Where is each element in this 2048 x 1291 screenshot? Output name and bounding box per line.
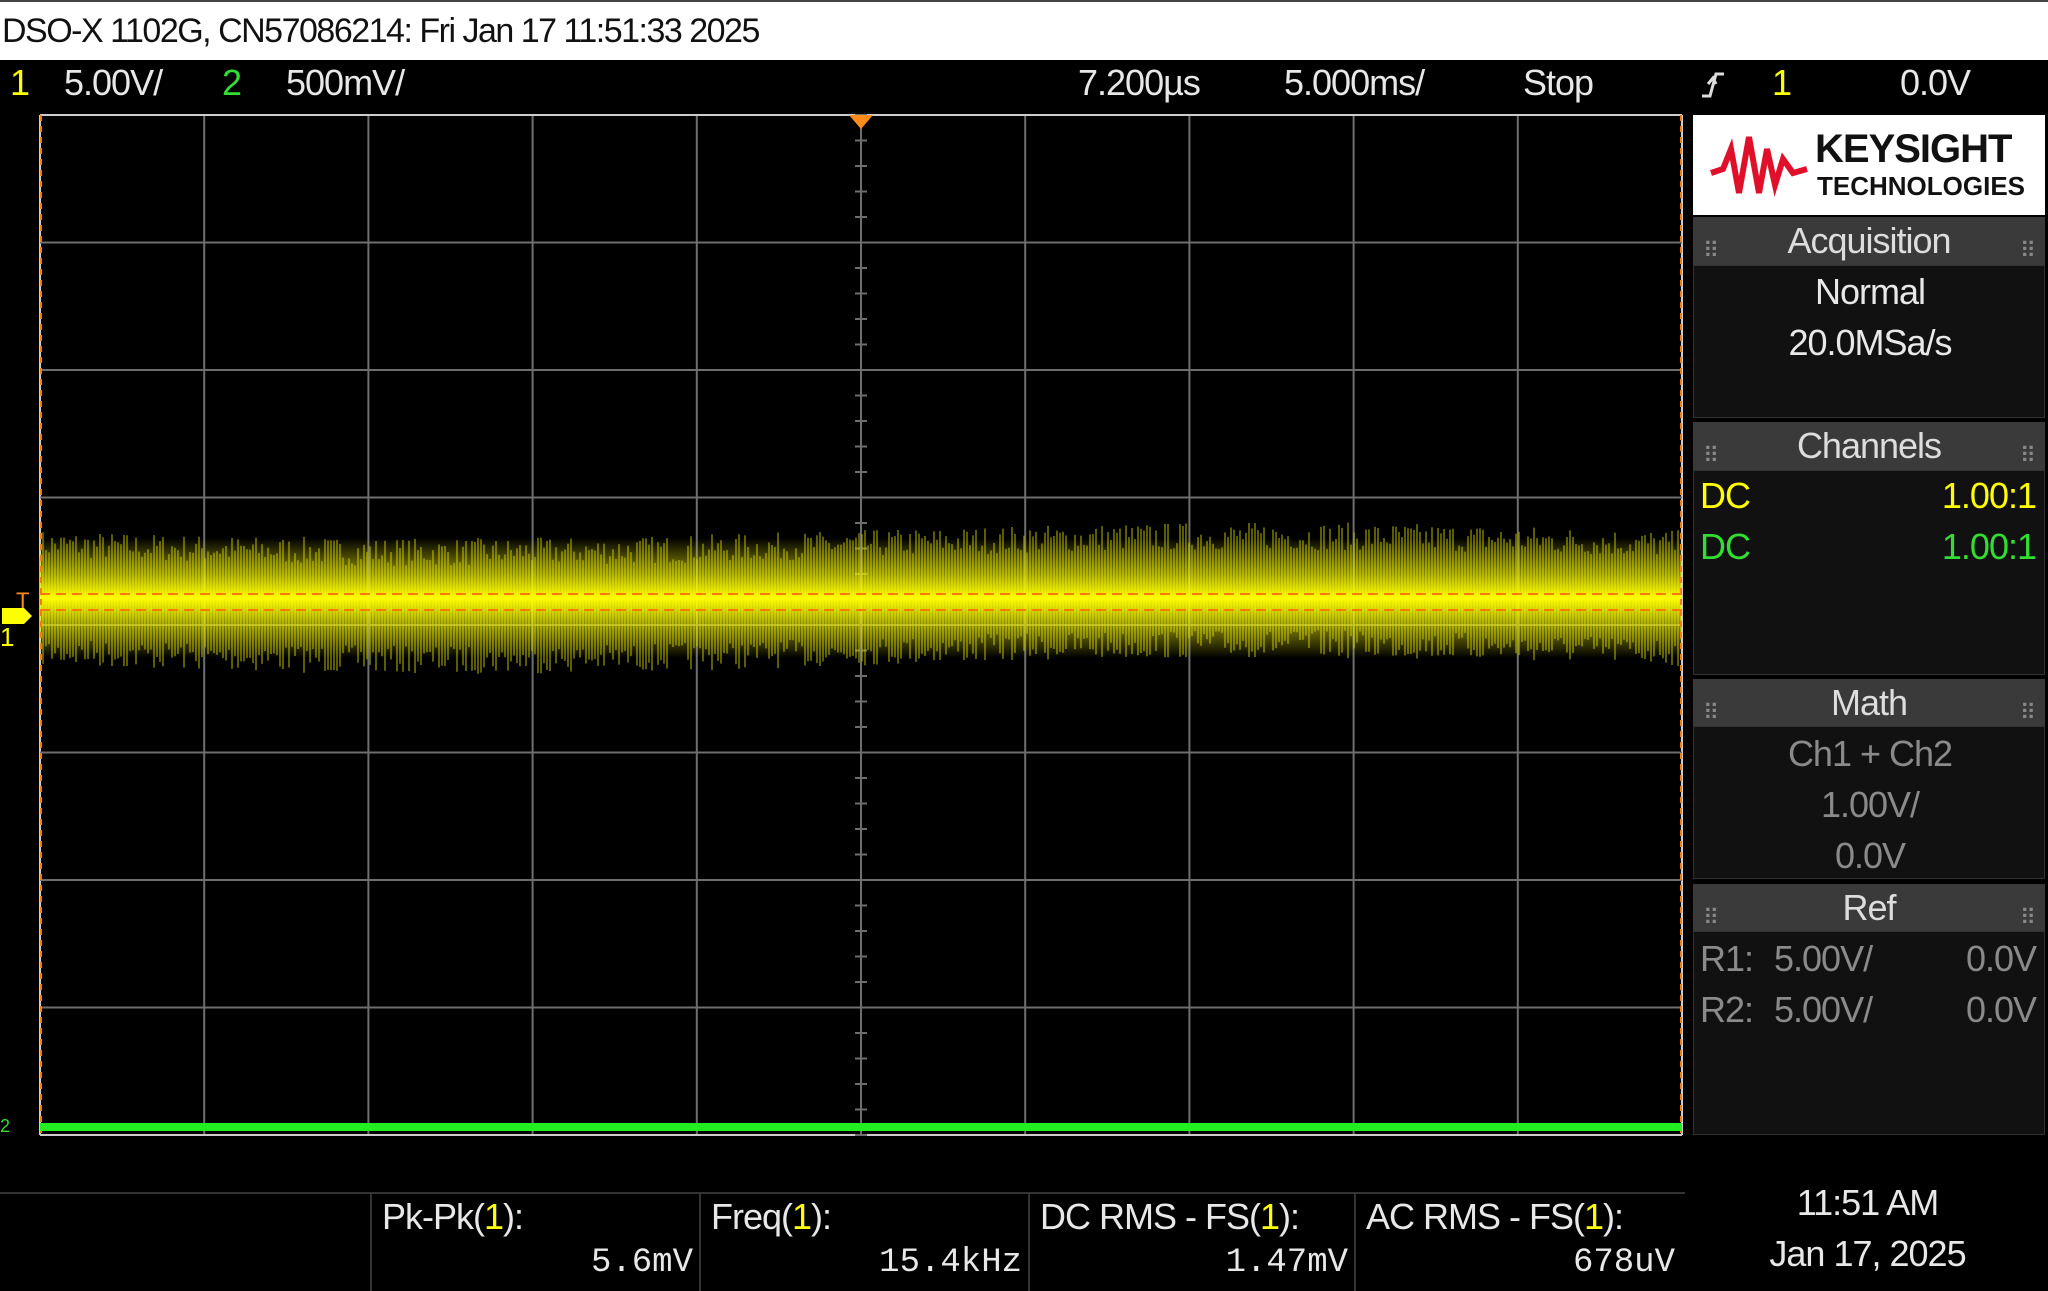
math-offset: 0.0V [1834, 835, 1906, 876]
ch2-trace [40, 1123, 1682, 1131]
measurement-label: Pk-Pk(1): [382, 1196, 524, 1238]
logo-wave [1710, 136, 1808, 197]
logo-subtitle: TECHNOLOGIES [1817, 171, 2026, 201]
measurement-label-part: Pk-Pk( [382, 1196, 485, 1237]
measurement-label-part: Freq( [711, 1196, 793, 1237]
math-function: Ch1 + Ch2 [1787, 733, 1953, 774]
math-scale: 1.00V/ [1820, 784, 1920, 825]
measurement-label-part: AC RMS - FS( [1366, 1196, 1585, 1237]
measurement-label-part: 1 [792, 1196, 812, 1237]
ch1-marker: 1 [0, 622, 15, 652]
trigger-marker: T [16, 588, 30, 613]
clock-date: Jan 17, 2025 [1769, 1233, 1966, 1274]
acq-mode: Normal [1814, 271, 1926, 312]
measurement: Freq(1): 15.4kHz [699, 1194, 1030, 1291]
panel-title: Ref [1842, 887, 1896, 928]
ch2-coupling[interactable]: DC [1700, 526, 1751, 567]
measurement-value: 678uV [1572, 1244, 1675, 1282]
title-text: DSO-X 1102G, CN57086214: Fri Jan 17 11:5… [2, 12, 760, 50]
ch1-number[interactable]: 1 [10, 62, 30, 103]
panel-header[interactable]: ⠿ Channels ⠿ [1693, 422, 2045, 470]
measurement-label-part: DC RMS - FS( [1040, 1196, 1261, 1237]
timebase[interactable]: 5.000ms/ [1284, 62, 1425, 103]
measurement-label: DC RMS - FS(1): [1040, 1196, 1300, 1238]
delay[interactable]: 7.200µs [1078, 62, 1201, 103]
measurement-label-part: ): [1279, 1196, 1300, 1237]
ch2-probe[interactable]: 1.00:1 [1941, 526, 2037, 567]
measurement: Pk-Pk(1): 5.6mV [370, 1194, 701, 1291]
ch1-probe[interactable]: 1.00:1 [1941, 475, 2037, 516]
logo-box: KEYSIGHT TECHNOLOGIES [1693, 115, 2045, 215]
measurement-label-part: 1 [484, 1196, 504, 1237]
measurement-label: AC RMS - FS(1): [1366, 1196, 1624, 1238]
panel-header[interactable]: ⠿ Acquisition ⠿ [1693, 217, 2045, 265]
trigger-edge-icon [1702, 72, 1724, 98]
ch1-ground-marker [2, 608, 32, 624]
measurement-label-part: ): [1603, 1196, 1624, 1237]
panel-title: Acquisition [1787, 220, 1951, 261]
acq-rate: 20.0MSa/s [1788, 322, 1952, 363]
measurement: DC RMS - FS(1): 1.47mV [1028, 1194, 1356, 1291]
measurement-bar: Pk-Pk(1): 5.6mV Freq(1): 15.4kHz DC RMS - FS… [0, 1192, 1685, 1291]
trigger-position [849, 115, 873, 129]
trigger-source[interactable]: 1 [1772, 62, 1792, 103]
trigger-level[interactable]: 0.0V [1900, 62, 1971, 103]
measurement-label-part: ): [503, 1196, 524, 1237]
ref-offset: 0.0V [1965, 938, 2037, 979]
panel-body: DC 1.00:1 DC 1.00:1 [1693, 470, 2045, 675]
ref-offset: 0.0V [1965, 989, 2037, 1030]
ch2-scale[interactable]: 500mV/ [286, 62, 405, 103]
panel-body: R1: 5.00V/ 0.0V R2: 5.00V/ 0.0V [1693, 931, 2045, 1135]
graticule [2, 114, 1683, 1136]
ch1-scale[interactable]: 5.00V/ [64, 62, 163, 103]
ch2-number[interactable]: 2 [222, 62, 242, 103]
panel-body: Ch1 + Ch2 1.00V/ 0.0V [1693, 726, 2045, 879]
logo-brand: KEYSIGHT [1815, 127, 2012, 171]
measurement-value: 15.4kHz [879, 1244, 1022, 1282]
panel-header[interactable]: ⠿ Ref ⠿ [1693, 884, 2045, 931]
ch2-marker: 2 [0, 1116, 11, 1136]
panel-header[interactable]: ⠿ Math ⠿ [1693, 679, 2045, 726]
measurement-label-part: 1 [1259, 1196, 1280, 1237]
title-bar: DSO-X 1102G, CN57086214: Fri Jan 17 11:5… [0, 0, 2048, 60]
measurement-label: Freq(1): [711, 1196, 832, 1238]
clock-time: 11:51 AM [1796, 1182, 1939, 1223]
panel-title: Channels [1796, 425, 1942, 466]
ref-name: R1: [1700, 938, 1754, 979]
panel-title: Math [1830, 682, 1908, 723]
measurement-label-part: ): [811, 1196, 832, 1237]
ref-name: R2: [1700, 989, 1754, 1030]
measurement: AC RMS - FS(1): 678uV [1354, 1194, 1683, 1291]
measurement-value: 5.6mV [590, 1244, 693, 1282]
ref-scale: 5.00V/ [1774, 938, 1873, 979]
ch1-trace [40, 538, 1682, 658]
measurement-label-part: 1 [1584, 1196, 1604, 1237]
run-state[interactable]: Stop [1523, 62, 1594, 103]
ref-scale: 5.00V/ [1774, 989, 1873, 1030]
measurement-value: 1.47mV [1225, 1244, 1348, 1282]
ch1-coupling[interactable]: DC [1700, 475, 1751, 516]
panel-body: Normal 20.0MSa/s [1693, 265, 2045, 418]
